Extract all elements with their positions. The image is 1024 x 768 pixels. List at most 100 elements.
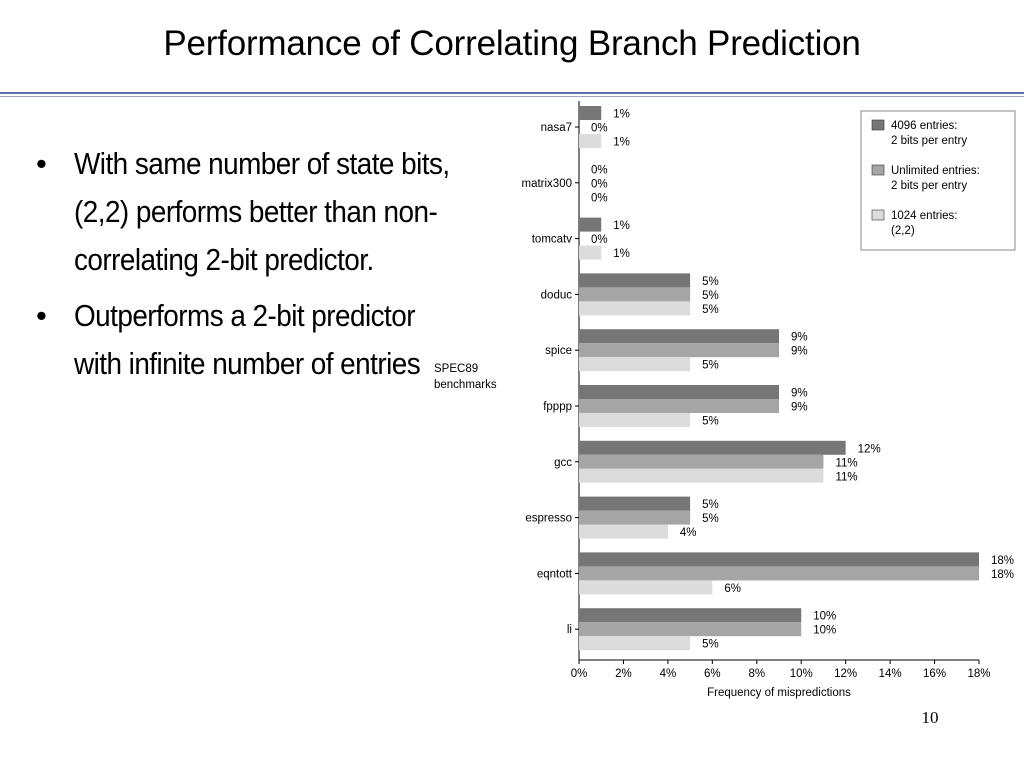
data-label: 11% (835, 457, 857, 469)
x-tick-label: 4% (660, 668, 677, 680)
data-label: 1% (613, 109, 630, 121)
x-tick-label: 10% (790, 668, 813, 680)
category-label: gcc (554, 457, 572, 469)
data-label: 0% (591, 234, 608, 246)
x-tick-label: 12% (834, 668, 857, 680)
data-label: 4% (680, 527, 697, 539)
x-tick-label: 8% (748, 668, 765, 680)
category-label: nasa7 (541, 122, 572, 134)
title-divider (0, 92, 1024, 94)
slide-title: Performance of Correlating Branch Predic… (163, 24, 861, 63)
legend-label: (2,2) (891, 225, 915, 237)
data-label: 18% (991, 569, 1014, 581)
data-label: 5% (702, 360, 719, 372)
x-tick-label: 6% (704, 668, 721, 680)
data-label: 18% (991, 555, 1014, 567)
bullet-item: • Outperforms a 2-bit predictor with inf… (36, 292, 436, 388)
bar (579, 134, 602, 148)
legend-label: 1024 entries: (891, 210, 958, 222)
x-tick-label: 16% (923, 668, 946, 680)
data-label: 9% (791, 332, 808, 344)
category-label: doduc (541, 289, 573, 301)
bar (579, 636, 691, 651)
data-label: 12% (858, 443, 881, 455)
x-tick-label: 18% (967, 668, 990, 680)
legend-swatch (871, 164, 885, 176)
bar (579, 106, 602, 120)
bar (579, 622, 802, 637)
bar (579, 468, 824, 483)
category-label: spice (545, 345, 572, 357)
page-number: 10 (921, 708, 939, 727)
category-label: fpppp (543, 401, 572, 413)
y-axis-title: benchmarks (434, 379, 497, 391)
bullet-text: With same number of state bits, (2,2) pe… (74, 146, 450, 277)
bar (579, 608, 802, 623)
y-axis-title: SPEC89 (434, 363, 478, 375)
bar (579, 287, 691, 302)
data-label: 5% (702, 276, 719, 288)
data-label: 0% (591, 192, 608, 204)
bar (579, 510, 691, 525)
bar (579, 566, 979, 581)
x-tick-label: 2% (615, 668, 632, 680)
data-label: 9% (791, 388, 808, 400)
legend-box (860, 110, 1016, 251)
data-label: 5% (702, 513, 719, 525)
bar (579, 245, 602, 260)
x-tick-label: 0% (571, 668, 588, 680)
bar (579, 454, 824, 469)
bar (579, 357, 691, 372)
x-tick-label: 14% (879, 668, 902, 680)
category-label: li (567, 624, 572, 636)
data-label: 1% (613, 248, 630, 260)
data-label: 10% (813, 611, 836, 623)
bar (579, 496, 691, 511)
category-label: tomcatv (532, 234, 573, 246)
title-divider-thin (0, 96, 1024, 97)
data-label: 5% (702, 499, 719, 511)
data-label: 0% (591, 178, 608, 190)
bullet-text: Outperforms a 2-bit predictor with infin… (74, 298, 421, 381)
category-label: espresso (525, 513, 572, 525)
x-axis-title: Frequency of mispredictions (707, 687, 851, 699)
legend-swatch (871, 119, 885, 131)
data-label: 9% (791, 402, 808, 414)
bar (579, 329, 779, 344)
bar (579, 399, 779, 413)
bullet-item: • With same number of state bits, (2,2) … (36, 140, 450, 284)
bullet-list: • With same number of state bits, (2,2) … (36, 140, 450, 396)
legend-label: Unlimited entries: (891, 165, 980, 177)
bullet-dot-icon: • (36, 146, 47, 181)
legend-label: 2 bits per entry (891, 180, 967, 192)
data-label: 0% (591, 123, 608, 135)
category-label: matrix300 (522, 178, 573, 190)
bar (579, 301, 691, 316)
legend-label: 2 bits per entry (891, 135, 967, 147)
bar (579, 343, 779, 358)
data-label: 5% (702, 639, 719, 651)
data-label: 11% (835, 471, 857, 483)
category-label: eqntott (537, 568, 573, 580)
data-label: 5% (702, 304, 719, 316)
bar (579, 385, 779, 399)
bar (579, 273, 691, 288)
bar (579, 580, 713, 595)
legend-swatch (871, 209, 885, 221)
legend-label: 4096 entries: (891, 120, 958, 132)
data-label: 10% (813, 625, 836, 637)
bar (579, 524, 668, 539)
data-label: 9% (791, 346, 808, 358)
data-label: 5% (702, 290, 719, 302)
data-label: 1% (613, 220, 630, 232)
bar (579, 552, 979, 567)
bar (579, 217, 602, 232)
data-label: 0% (591, 164, 608, 176)
data-label: 1% (613, 137, 630, 149)
bullet-dot-icon: • (36, 298, 47, 333)
bar (579, 413, 691, 427)
data-label: 6% (724, 583, 741, 595)
bar (579, 440, 846, 455)
data-label: 5% (702, 416, 719, 428)
